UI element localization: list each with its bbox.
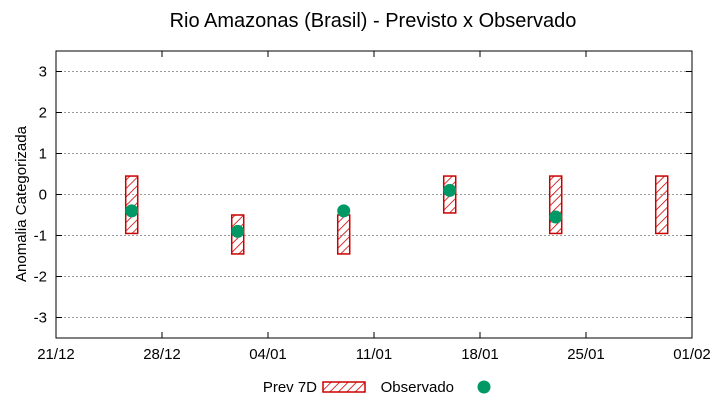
y-tick-label: 2 bbox=[39, 105, 47, 122]
y-tick-label: 1 bbox=[39, 146, 47, 163]
x-tick-label: 21/12 bbox=[37, 346, 75, 363]
legend-label-observed: Observado bbox=[381, 379, 454, 396]
legend: Prev 7D Observado bbox=[263, 379, 491, 396]
chart-title: Rio Amazonas (Brasil) - Previsto x Obser… bbox=[170, 10, 577, 32]
y-tick-label: -3 bbox=[34, 310, 47, 327]
legend-label-prev: Prev 7D bbox=[263, 379, 317, 396]
y-tick-label: 3 bbox=[39, 64, 47, 81]
forecast-range-box bbox=[336, 214, 351, 255]
x-tick-label: 04/01 bbox=[249, 346, 287, 363]
legend-swatch-prev bbox=[322, 381, 366, 393]
forecast-range-box bbox=[654, 175, 669, 235]
x-tick-label: 11/01 bbox=[356, 346, 392, 363]
observed-marker bbox=[443, 183, 457, 197]
observed-marker bbox=[337, 204, 351, 218]
forecast-series bbox=[124, 175, 669, 255]
plot-frame bbox=[55, 50, 693, 339]
observed-series bbox=[125, 183, 563, 238]
legend-marker-observed bbox=[477, 380, 491, 394]
y-axis: -3 -2 -1 0 1 2 3 bbox=[34, 64, 692, 327]
observed-marker bbox=[231, 224, 245, 238]
observed-marker bbox=[549, 210, 563, 224]
y-axis-label: Anomalia Categorizada bbox=[13, 125, 30, 282]
x-tick-label: 28/12 bbox=[143, 346, 181, 363]
forecast-range-box bbox=[548, 175, 563, 235]
grid-lines bbox=[56, 71, 692, 318]
x-tick-label: 01/02 bbox=[673, 346, 711, 363]
y-tick-label: -1 bbox=[34, 228, 47, 245]
y-tick-label: -2 bbox=[34, 269, 47, 286]
observed-marker bbox=[125, 204, 139, 218]
x-tick-label: 18/01 bbox=[461, 346, 499, 363]
x-tick-label: 25/01 bbox=[567, 346, 605, 363]
y-tick-label: 0 bbox=[39, 187, 47, 204]
